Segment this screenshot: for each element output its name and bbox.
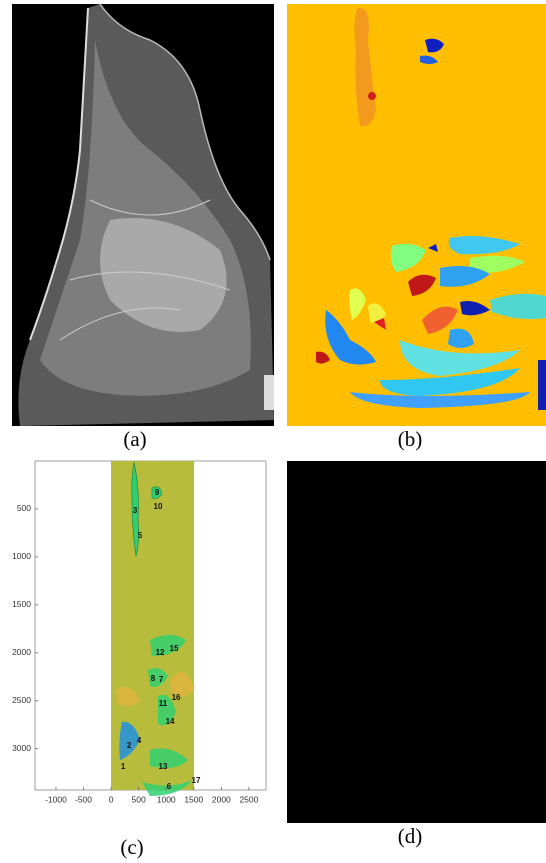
x-tick-label: -1000 — [45, 794, 67, 804]
region-label: 3 — [133, 506, 138, 515]
y-tick-label: 1000 — [12, 551, 31, 561]
region-label: 5 — [138, 531, 143, 540]
caption: (c) — [120, 835, 143, 859]
region-label: 11 — [159, 699, 168, 708]
y-tick-label: 500 — [17, 503, 31, 513]
region-label: 15 — [170, 644, 179, 653]
x-tick-label: -500 — [75, 794, 92, 804]
caption: (a) — [123, 427, 146, 451]
region-label: 4 — [137, 736, 142, 745]
region-label: 6 — [167, 782, 172, 791]
caption: (d) — [398, 824, 423, 848]
region-label: 7 — [159, 675, 164, 684]
x-tick-label: 2500 — [239, 794, 258, 804]
region-label: 10 — [154, 502, 163, 511]
x-tick-label: 0 — [109, 794, 114, 804]
y-tick-label: 2500 — [12, 695, 31, 705]
y-tick-label: 3000 — [12, 743, 31, 753]
label-plot — [35, 461, 266, 796]
region-label: 12 — [156, 648, 165, 657]
region-label: 2 — [127, 741, 132, 750]
region-label: 13 — [159, 762, 168, 771]
segmentation-image — [287, 4, 546, 426]
mammogram-image — [12, 4, 274, 426]
region-label: 16 — [172, 693, 181, 702]
region-label: 1 — [121, 762, 126, 771]
y-tick-label: 1500 — [12, 599, 31, 609]
region-label: 17 — [192, 776, 201, 785]
region-label: 8 — [151, 674, 156, 683]
region-label: 9 — [155, 488, 160, 497]
y-tick-label: 2000 — [12, 647, 31, 657]
x-tick-label: 1000 — [157, 794, 176, 804]
empty-panel — [287, 461, 546, 823]
x-tick-label: 500 — [132, 794, 146, 804]
region-label: 14 — [166, 717, 175, 726]
caption: (b) — [398, 427, 423, 451]
x-tick-label: 2000 — [212, 794, 231, 804]
figure: (a) (b) (c) (d) 50010001500200025003000-… — [0, 0, 546, 863]
x-tick-label: 1500 — [184, 794, 203, 804]
